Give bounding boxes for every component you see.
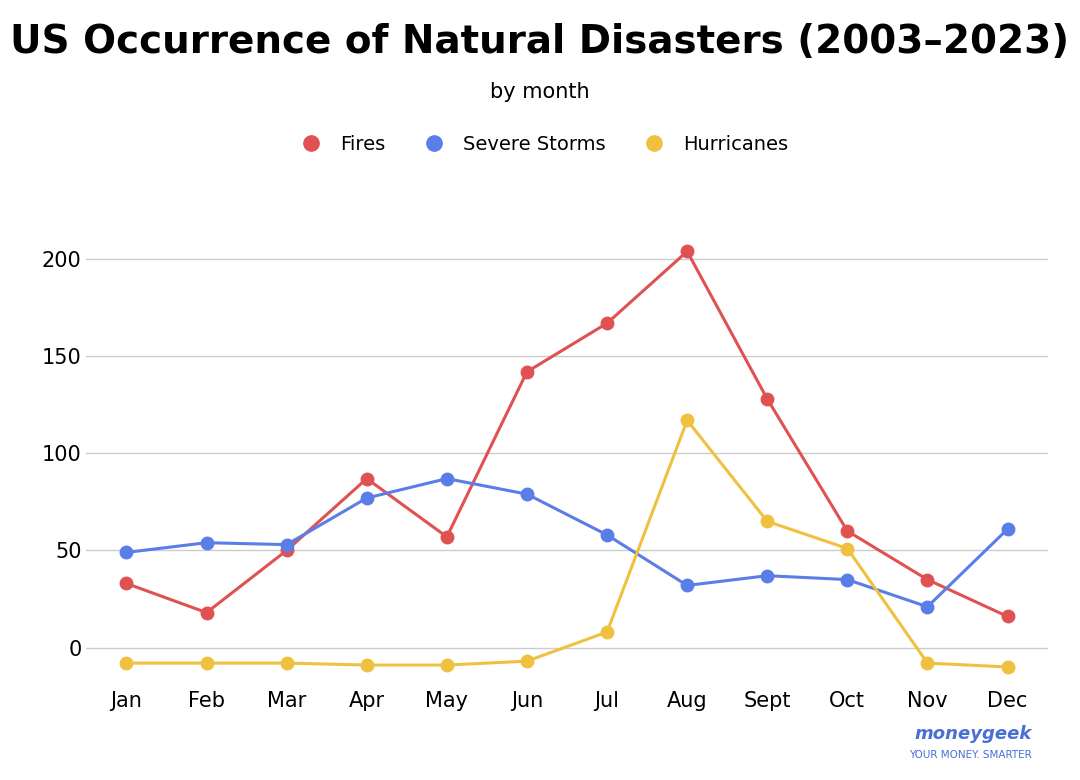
Legend: Fires, Severe Storms, Hurricanes: Fires, Severe Storms, Hurricanes <box>292 134 788 154</box>
Text: US Occurrence of Natural Disasters (2003–2023): US Occurrence of Natural Disasters (2003… <box>11 23 1069 62</box>
Text: by month: by month <box>490 82 590 102</box>
Text: moneygeek: moneygeek <box>914 725 1031 743</box>
Text: YOUR MONEY. SMARTER: YOUR MONEY. SMARTER <box>908 750 1031 760</box>
